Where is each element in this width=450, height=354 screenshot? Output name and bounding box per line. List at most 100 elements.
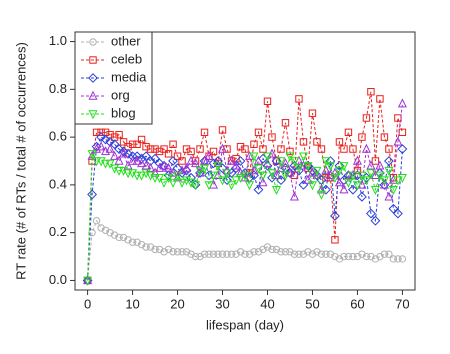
marker: [384, 166, 394, 176]
marker: [258, 177, 268, 187]
marker: [119, 233, 128, 242]
marker: [89, 38, 97, 46]
marker: [384, 156, 394, 166]
marker: [146, 243, 155, 251]
marker: [258, 171, 268, 181]
marker: [231, 176, 241, 186]
marker: [118, 146, 129, 157]
marker: [123, 160, 133, 170]
marker: [173, 171, 183, 181]
marker: [132, 151, 142, 162]
marker: [289, 191, 299, 201]
y-tick-label: 0.6: [49, 129, 67, 144]
marker: [195, 168, 205, 178]
marker: [358, 250, 366, 258]
marker: [89, 56, 97, 64]
marker: [231, 160, 241, 170]
marker: [191, 181, 201, 191]
marker: [137, 135, 146, 144]
marker: [136, 153, 147, 164]
marker: [321, 165, 331, 175]
marker: [361, 143, 371, 153]
marker: [209, 250, 218, 258]
marker: [271, 185, 281, 195]
marker: [307, 167, 317, 177]
y-tick-label: 0.2: [49, 224, 67, 239]
marker: [286, 248, 294, 256]
marker: [367, 88, 375, 96]
marker: [277, 248, 285, 256]
marker: [317, 145, 326, 153]
marker: [277, 145, 285, 153]
marker: [227, 250, 236, 258]
marker: [236, 248, 245, 256]
marker: [393, 176, 403, 186]
marker: [218, 143, 228, 153]
marker: [379, 179, 389, 189]
marker: [245, 250, 254, 258]
marker: [367, 252, 375, 261]
marker: [155, 147, 164, 156]
marker: [353, 166, 362, 175]
marker: [159, 178, 169, 188]
marker: [209, 147, 218, 156]
marker: [83, 276, 93, 286]
marker: [295, 95, 303, 103]
marker: [101, 226, 110, 234]
marker: [340, 145, 348, 153]
marker: [169, 140, 177, 148]
marker: [352, 181, 362, 191]
marker: [397, 174, 407, 184]
marker: [186, 155, 196, 165]
marker: [154, 158, 165, 169]
marker: [366, 208, 376, 219]
marker: [226, 168, 237, 178]
y-tick-label: 0.8: [49, 81, 67, 96]
marker: [331, 236, 339, 244]
marker: [241, 145, 249, 153]
marker: [160, 248, 168, 256]
plot-frame: [74, 31, 416, 291]
marker: [200, 128, 209, 137]
marker: [186, 172, 196, 183]
marker: [200, 250, 209, 258]
marker: [357, 191, 367, 202]
marker: [361, 176, 371, 186]
marker: [87, 150, 97, 160]
marker: [384, 191, 394, 201]
y-tick-label: 1.0: [49, 33, 67, 48]
marker: [299, 250, 308, 258]
marker: [235, 174, 246, 184]
marker: [397, 144, 408, 154]
marker: [141, 160, 151, 170]
y-tick-label: 0.4: [49, 176, 67, 191]
legend-label: blog: [111, 105, 136, 120]
marker: [290, 250, 299, 258]
marker: [101, 159, 111, 169]
marker: [281, 248, 290, 256]
marker: [325, 162, 335, 172]
marker: [370, 185, 380, 195]
marker: [110, 231, 119, 239]
x-tick-label: 40: [260, 296, 274, 311]
legend-label: media: [111, 69, 147, 84]
marker: [97, 128, 105, 137]
marker: [123, 169, 133, 179]
marker: [343, 178, 353, 188]
marker: [276, 162, 286, 172]
marker: [298, 152, 308, 162]
marker: [127, 151, 138, 162]
marker: [307, 165, 318, 176]
marker: [253, 184, 264, 195]
marker: [191, 158, 201, 168]
marker: [317, 250, 326, 258]
marker: [308, 109, 317, 117]
marker: [380, 133, 389, 141]
marker: [397, 98, 407, 108]
marker: [164, 150, 173, 158]
marker: [141, 151, 151, 162]
marker: [169, 248, 177, 256]
marker: [145, 156, 156, 166]
marker: [286, 147, 294, 156]
marker: [105, 136, 115, 147]
